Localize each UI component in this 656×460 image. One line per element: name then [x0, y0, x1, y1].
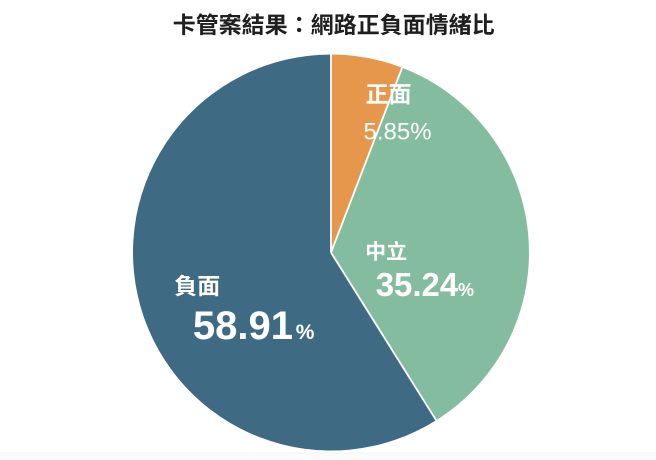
svg-text:%: % — [296, 321, 315, 344]
svg-text:58.91: 58.91 — [193, 304, 293, 348]
svg-text:%: % — [458, 280, 474, 300]
svg-text:35.24: 35.24 — [376, 266, 459, 303]
svg-text:5.85%: 5.85% — [364, 119, 432, 146]
